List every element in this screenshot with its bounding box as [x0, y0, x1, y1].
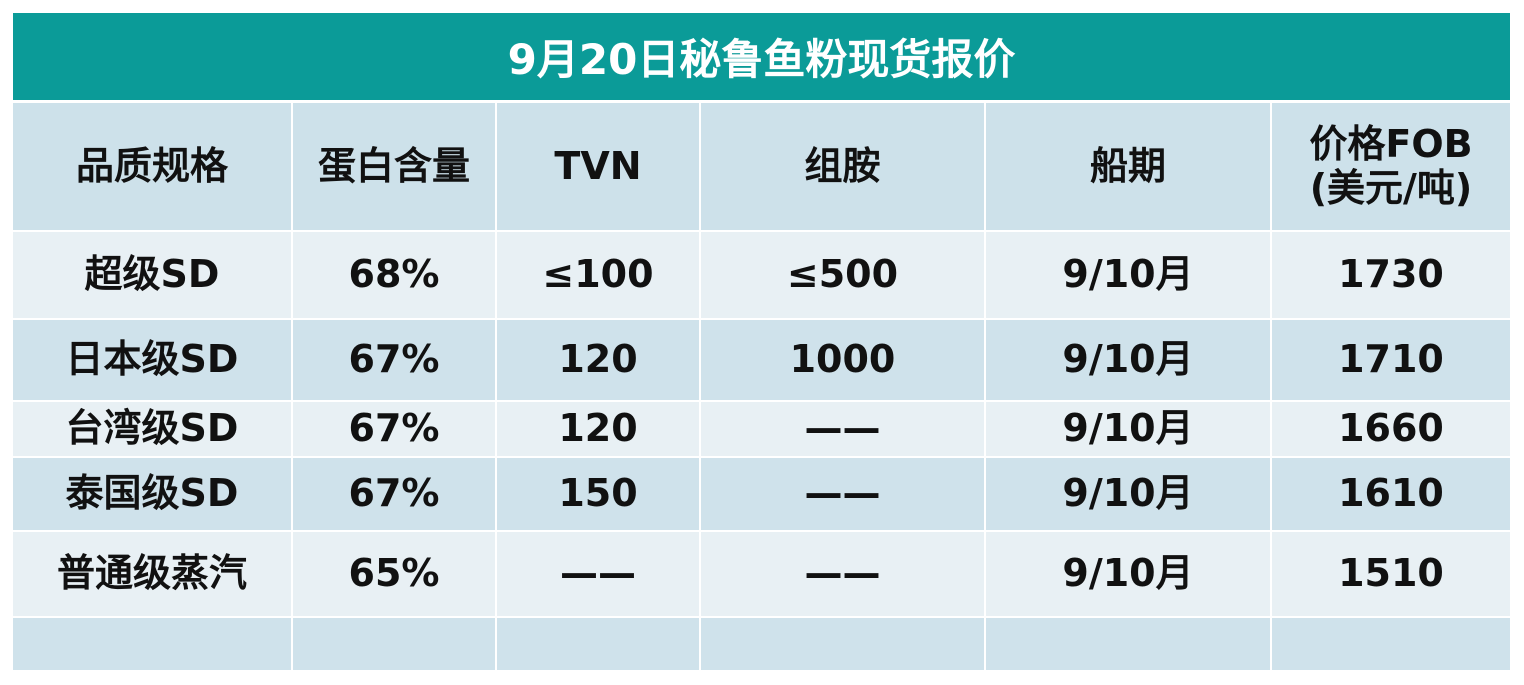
cell: 67% — [293, 402, 495, 456]
cell-text: 台湾级SD — [65, 406, 239, 451]
cell: 9/10月 — [986, 402, 1270, 456]
cell-text: 65% — [348, 551, 440, 596]
cell: 67% — [293, 458, 495, 530]
cell: 1000 — [701, 320, 984, 400]
cell: ≤100 — [497, 232, 699, 318]
cell-text: 船期 — [1089, 143, 1166, 188]
header-cell: 品质规格 — [13, 103, 291, 230]
cell: 台湾级SD — [13, 402, 291, 456]
cell: ≤500 — [701, 232, 984, 318]
cell-text: 67% — [348, 406, 440, 451]
cell: —— — [701, 458, 984, 530]
cell: 120 — [497, 402, 699, 456]
cell: 1710 — [1272, 320, 1510, 400]
cell: 150 — [497, 458, 699, 530]
cell-text: 蛋白含量 — [317, 143, 470, 188]
cell: 9/10月 — [986, 458, 1270, 530]
header-cell: 组胺 — [701, 103, 984, 230]
cell — [497, 618, 699, 670]
cell — [1272, 618, 1510, 670]
cell-text: 67% — [348, 471, 440, 516]
header-cell: 船期 — [986, 103, 1270, 230]
cell-text: 组胺 — [804, 143, 881, 188]
cell-text: —— — [804, 406, 881, 451]
cell-text: —— — [804, 471, 881, 516]
cell-text: 品质规格 — [75, 143, 228, 188]
cell: —— — [497, 532, 699, 616]
cell: 1610 — [1272, 458, 1510, 530]
cell: —— — [701, 402, 984, 456]
header-cell: 价格FOB (美元/吨) — [1272, 103, 1510, 230]
title: 9月20日秘鲁鱼粉现货报价 — [507, 35, 1016, 84]
cell-text: 1660 — [1338, 406, 1444, 451]
cell: 120 — [497, 320, 699, 400]
cell: 1660 — [1272, 402, 1510, 456]
cell-text: 9/10月 — [1062, 337, 1194, 382]
title-bar: 9月20日秘鲁鱼粉现货报价 — [13, 13, 1510, 100]
cell-text: 68% — [348, 252, 440, 297]
cell-text: 日本级SD — [65, 337, 239, 382]
cell-text: (美元/吨) — [1309, 165, 1473, 210]
cell — [13, 618, 291, 670]
cell-text: 9/10月 — [1062, 406, 1194, 451]
cell — [293, 618, 495, 670]
cell-text: 超级SD — [84, 252, 220, 297]
cell: 67% — [293, 320, 495, 400]
header-cell: TVN — [497, 103, 699, 230]
cell-text: 120 — [558, 406, 638, 451]
cell-text: 150 — [558, 471, 638, 516]
cell-text: 67% — [348, 337, 440, 382]
cell-text: 1610 — [1338, 471, 1444, 516]
cell-text: 9/10月 — [1062, 551, 1194, 596]
cell-text: 泰国级SD — [65, 471, 239, 516]
cell-text: —— — [560, 551, 636, 596]
cell: 日本级SD — [13, 320, 291, 400]
cell: 9/10月 — [986, 320, 1270, 400]
cell — [701, 618, 984, 670]
cell-text: 9/10月 — [1062, 252, 1194, 297]
cell-text: —— — [804, 551, 881, 596]
cell: 9/10月 — [986, 232, 1270, 318]
cell-text: ≤100 — [542, 252, 654, 297]
cell: 65% — [293, 532, 495, 616]
cell: 1730 — [1272, 232, 1510, 318]
cell-text: 1000 — [789, 337, 896, 382]
cell-text: 1710 — [1338, 337, 1444, 382]
cell-text: 120 — [558, 337, 638, 382]
cell-text: 1730 — [1338, 252, 1444, 297]
header-cell: 蛋白含量 — [293, 103, 495, 230]
cell — [986, 618, 1270, 670]
cell: 超级SD — [13, 232, 291, 318]
cell-text: 9/10月 — [1062, 471, 1194, 516]
cell-text: 价格FOB — [1309, 121, 1473, 166]
cell-text: 1510 — [1338, 551, 1444, 596]
cell-text: ≤500 — [786, 252, 899, 297]
cell: 普通级蒸汽 — [13, 532, 291, 616]
cell: 68% — [293, 232, 495, 318]
cell-text: TVN — [554, 143, 642, 188]
cell: 9/10月 — [986, 532, 1270, 616]
cell-text: 普通级蒸汽 — [56, 551, 247, 596]
cell: 泰国级SD — [13, 458, 291, 530]
cell: 1510 — [1272, 532, 1510, 616]
cell: —— — [701, 532, 984, 616]
